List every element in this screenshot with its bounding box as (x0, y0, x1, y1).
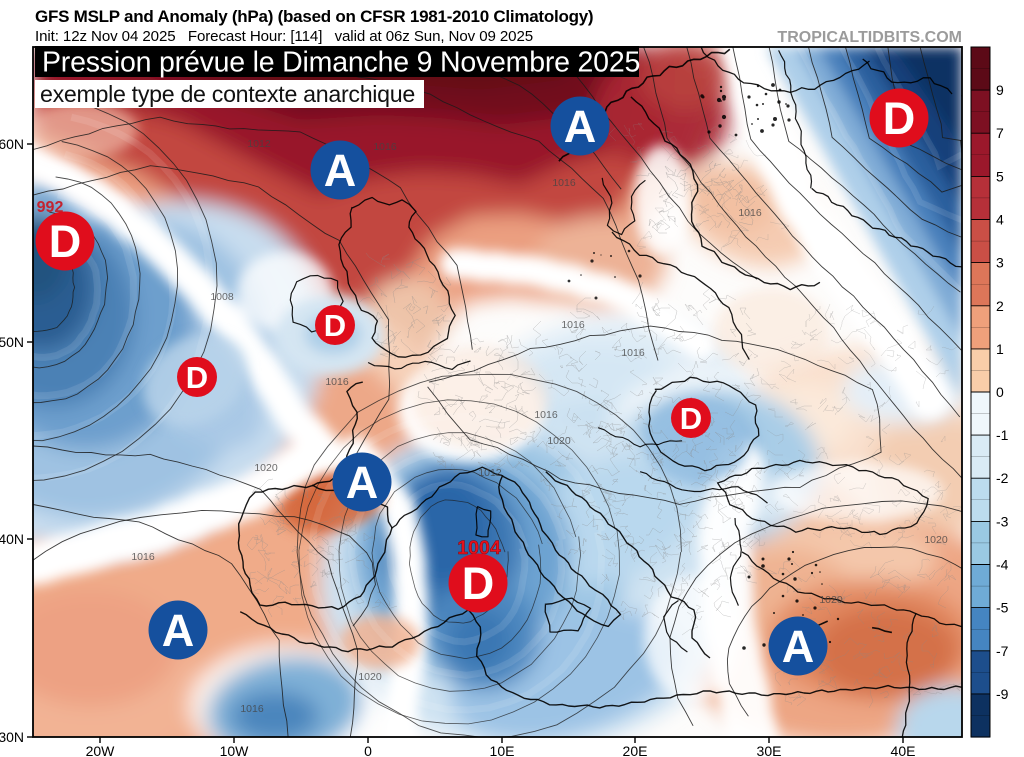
svg-text:D: D (680, 401, 702, 436)
svg-text:40N: 40N (0, 531, 24, 547)
svg-text:D: D (186, 360, 208, 395)
svg-text:-9: -9 (996, 686, 1009, 702)
svg-text:992: 992 (37, 199, 64, 216)
svg-text:A: A (782, 621, 815, 672)
svg-text:1020: 1020 (924, 534, 948, 546)
svg-text:1016: 1016 (552, 177, 576, 189)
svg-text:A: A (564, 101, 597, 152)
svg-text:10W: 10W (220, 743, 250, 757)
svg-text:1012: 1012 (478, 467, 502, 479)
svg-text:1: 1 (996, 341, 1004, 357)
svg-text:9: 9 (996, 82, 1004, 98)
svg-text:1012: 1012 (247, 138, 271, 150)
svg-text:1016: 1016 (131, 551, 155, 563)
svg-text:D: D (49, 216, 82, 267)
svg-text:30N: 30N (0, 729, 24, 745)
svg-text:D: D (324, 308, 346, 343)
svg-text:-5: -5 (996, 600, 1009, 616)
svg-text:D: D (883, 93, 916, 144)
svg-text:-3: -3 (996, 513, 1009, 529)
svg-text:0: 0 (364, 743, 372, 757)
svg-text:A: A (346, 457, 379, 508)
svg-text:0: 0 (996, 384, 1004, 400)
svg-text:-1: -1 (996, 427, 1009, 443)
svg-text:10E: 10E (490, 743, 515, 757)
svg-text:3: 3 (996, 255, 1004, 271)
svg-text:A: A (324, 145, 357, 196)
svg-text:Pression prévue le Dimanche 9: Pression prévue le Dimanche 9 Novembre 2… (42, 47, 640, 79)
svg-text:1016: 1016 (561, 319, 585, 331)
svg-text:D: D (462, 558, 495, 609)
svg-text:TROPICALTIDBITS.COM: TROPICALTIDBITS.COM (777, 29, 962, 46)
svg-text:1020: 1020 (819, 594, 843, 606)
svg-text:1016: 1016 (325, 376, 349, 388)
svg-text:1020: 1020 (358, 671, 382, 683)
svg-text:50N: 50N (0, 334, 24, 350)
svg-text:1016: 1016 (738, 207, 762, 219)
svg-text:-4: -4 (996, 557, 1009, 573)
svg-text:30E: 30E (757, 743, 782, 757)
svg-text:A: A (162, 605, 195, 656)
svg-text:5: 5 (996, 168, 1004, 184)
svg-text:20E: 20E (623, 743, 648, 757)
svg-text:1016: 1016 (373, 141, 397, 153)
svg-text:1016: 1016 (534, 409, 558, 421)
svg-text:1004: 1004 (457, 537, 501, 559)
svg-text:1008: 1008 (210, 291, 234, 303)
svg-text:20W: 20W (86, 743, 116, 757)
svg-text:4: 4 (996, 212, 1004, 228)
svg-text:Init: 12z Nov 04 2025 Foreca: Init: 12z Nov 04 2025 Forecast Hour: [11… (35, 28, 533, 45)
svg-text:60N: 60N (0, 136, 24, 152)
svg-text:exemple type de contexte anarc: exemple type de contexte anarchique (40, 81, 415, 107)
svg-text:-7: -7 (996, 643, 1009, 659)
svg-text:1016: 1016 (240, 703, 264, 715)
svg-text:1020: 1020 (547, 435, 571, 447)
svg-text:7: 7 (996, 125, 1004, 141)
svg-text:2: 2 (996, 298, 1004, 314)
svg-text:GFS MSLP and Anomaly (hPa) (ba: GFS MSLP and Anomaly (hPa) (based on CFS… (35, 7, 593, 26)
svg-text:1020: 1020 (254, 462, 278, 474)
svg-text:1016: 1016 (621, 347, 645, 359)
svg-text:40E: 40E (891, 743, 916, 757)
svg-text:-2: -2 (996, 470, 1009, 486)
